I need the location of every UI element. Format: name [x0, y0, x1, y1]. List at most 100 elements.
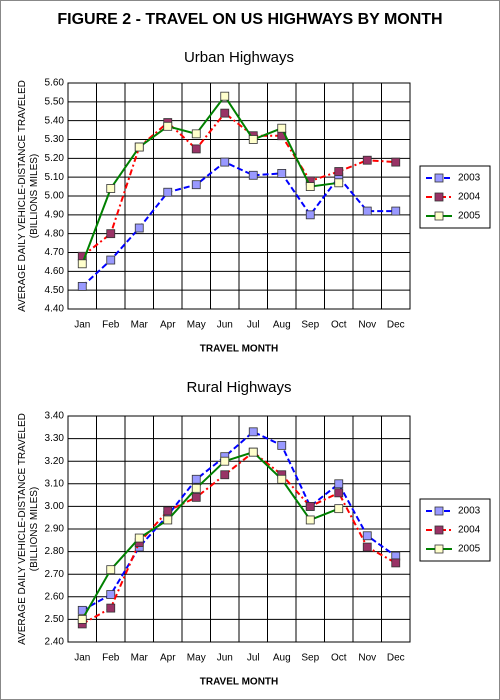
x-tick-label: Nov [358, 653, 376, 664]
marker [77, 615, 87, 624]
marker [248, 427, 258, 437]
legend-marker [434, 544, 444, 554]
marker [362, 542, 372, 552]
marker [334, 167, 344, 176]
marker [106, 565, 116, 575]
marker [334, 178, 344, 188]
marker [191, 180, 201, 190]
y-axis-label: AVERAGE DAILY VEHICLE-DISTANCE TRAVELED(… [17, 80, 40, 312]
x-tick-label: Feb [102, 653, 120, 664]
y-axis-label-line: AVERAGE DAILY VEHICLE-DISTANCE TRAVELED [17, 80, 28, 312]
y-tick-label: 5.20 [45, 153, 65, 164]
marker [191, 492, 201, 502]
legend-marker [434, 173, 444, 183]
legend-marker [434, 211, 444, 221]
marker [248, 447, 258, 457]
y-tick-label: 2.50 [45, 614, 65, 625]
legend-label: 2004 [458, 192, 481, 203]
marker [391, 157, 401, 167]
y-tick-label: 5.10 [45, 172, 65, 183]
marker [334, 504, 344, 514]
marker [277, 474, 287, 484]
marker [362, 155, 372, 165]
marker [220, 157, 230, 167]
marker [362, 206, 372, 216]
x-tick-label: Mar [131, 653, 149, 664]
y-tick-label: 3.30 [45, 433, 65, 444]
marker [220, 470, 230, 480]
marker [191, 144, 201, 154]
x-tick-label: May [187, 320, 206, 331]
x-tick-label: Apr [160, 653, 176, 664]
y-tick-label: 2.70 [45, 569, 65, 580]
y-tick-label: 2.90 [45, 524, 65, 535]
marker [77, 281, 87, 291]
x-tick-label: Jul [247, 320, 260, 331]
x-tick-label: Jun [217, 653, 233, 664]
y-tick-label: 3.00 [45, 501, 65, 512]
x-tick-label: Aug [273, 653, 291, 664]
y-tick-label: 2.40 [45, 637, 65, 648]
marker [248, 170, 258, 180]
marker [305, 210, 315, 220]
x-tick-label: Oct [331, 320, 347, 331]
marker [277, 440, 287, 450]
marker [77, 259, 87, 269]
marker [248, 135, 258, 144]
series-line [81, 111, 396, 258]
y-tick-label: 3.20 [45, 456, 65, 467]
y-axis-label-line: (BILLIONS MILES) [29, 487, 40, 571]
y-tick-label: 2.80 [45, 546, 65, 557]
y-axis-label: AVERAGE DAILY VEHICLE-DISTANCE TRAVELED(… [17, 413, 40, 645]
y-tick-label: 3.10 [45, 478, 65, 489]
y-tick-label: 4.90 [45, 209, 65, 220]
marker [134, 223, 144, 233]
legend-label: 2004 [458, 525, 481, 536]
marker [220, 91, 230, 101]
legend-marker [434, 192, 444, 202]
marker [220, 456, 230, 466]
marker [334, 479, 344, 489]
marker [163, 187, 173, 197]
marker [277, 123, 287, 133]
x-tick-label: Jan [74, 653, 90, 664]
legend-label: 2005 [458, 544, 481, 555]
legend-marker [434, 525, 444, 535]
y-tick-label: 4.60 [45, 266, 65, 277]
series-line [81, 94, 339, 265]
series-line [81, 160, 396, 288]
y-tick-label: 2.60 [45, 591, 65, 602]
y-axis-label-line: AVERAGE DAILY VEHICLE-DISTANCE TRAVELED [17, 413, 28, 645]
x-tick-label: Jan [74, 320, 90, 331]
y-tick-label: 5.40 [45, 115, 65, 126]
y-tick-label: 5.00 [45, 191, 65, 202]
marker [191, 474, 201, 484]
marker [334, 488, 344, 498]
x-tick-label: May [187, 653, 206, 664]
marker [77, 605, 87, 615]
marker [106, 603, 116, 613]
x-tick-label: Jul [247, 653, 260, 664]
marker [106, 184, 116, 193]
marker [106, 229, 116, 239]
y-tick-label: 4.50 [45, 285, 65, 296]
chart-title: Urban Highways [184, 49, 294, 66]
y-tick-label: 5.60 [45, 78, 65, 89]
figure-title: FIGURE 2 - TRAVEL ON US HIGHWAYS BY MONT… [57, 11, 442, 28]
x-tick-label: Sep [301, 653, 319, 664]
marker [163, 515, 173, 525]
marker [191, 483, 201, 493]
x-tick-label: Jun [217, 320, 233, 331]
y-axis-label-line: (BILLIONS MILES) [29, 154, 40, 238]
marker [220, 108, 230, 118]
y-tick-label: 3.40 [45, 411, 65, 422]
legend-label: 2003 [458, 173, 481, 184]
x-tick-label: Dec [387, 320, 405, 331]
x-tick-label: Sep [301, 320, 319, 331]
series-line [81, 451, 340, 620]
y-tick-label: 5.30 [45, 134, 65, 145]
marker [163, 506, 173, 516]
marker [191, 129, 201, 139]
marker [106, 255, 116, 265]
marker [305, 182, 315, 191]
